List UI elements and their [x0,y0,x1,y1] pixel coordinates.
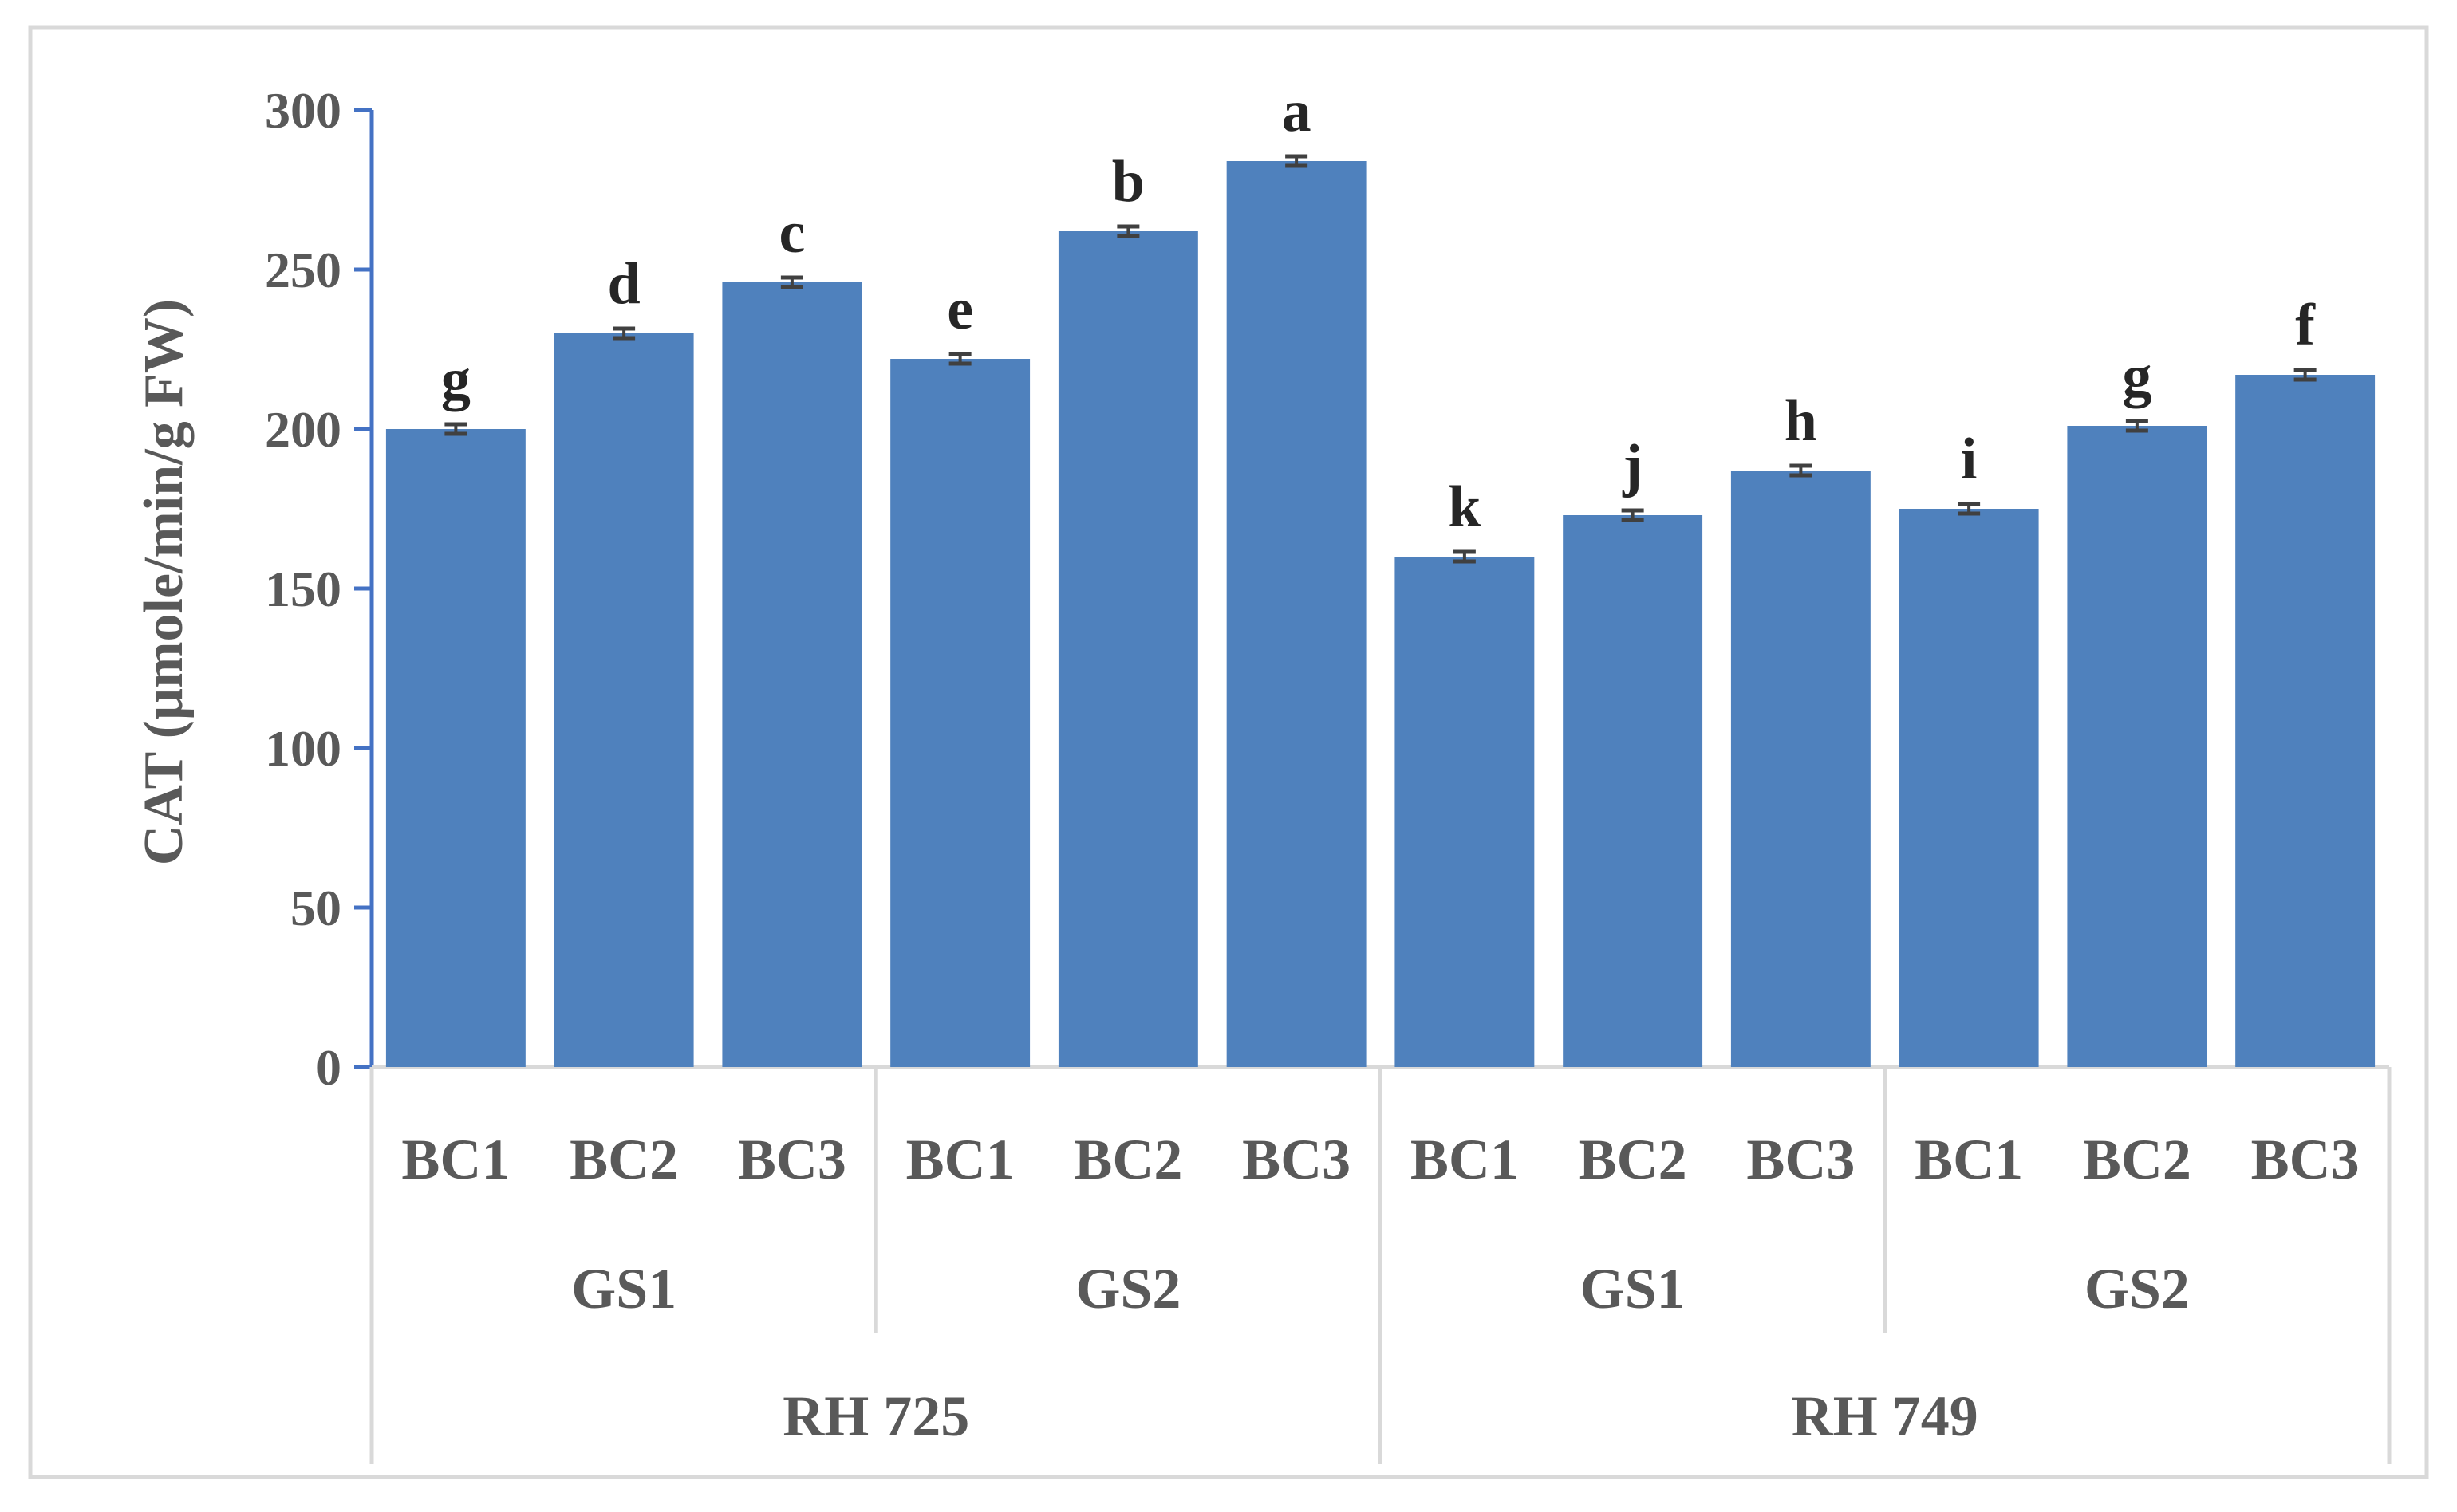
bar [722,282,862,1067]
bar [890,359,1031,1067]
significance-label: h [1785,388,1817,454]
significance-label: f [2295,293,2316,358]
y-tick-label: 150 [265,561,341,617]
significance-label: g [2122,344,2151,409]
y-tick-label: 200 [265,401,341,458]
significance-label: k [1448,474,1481,540]
bar [1730,471,1871,1067]
group-label-level1: GS1 [1580,1257,1686,1321]
bar [554,333,694,1067]
bar [2067,426,2207,1067]
y-tick-label: 250 [265,242,341,298]
x-tick-label: BC3 [738,1128,846,1191]
y-tick-label: 50 [290,880,341,936]
x-tick-label: BC1 [1915,1128,2023,1191]
group-label-level1: GS2 [2084,1257,2190,1321]
group-label-level1: GS2 [1075,1257,1181,1321]
bar [1058,231,1198,1067]
y-tick-label: 300 [265,82,341,139]
bar [2235,375,2376,1067]
significance-label: a [1282,79,1311,144]
bar [1899,509,2039,1067]
significance-label: d [608,251,641,317]
significance-label: i [1961,427,1978,492]
bar [1563,515,1703,1067]
group-label-level2: RH 725 [783,1384,969,1448]
x-tick-label: BC2 [1074,1128,1182,1191]
bar [1226,161,1367,1067]
y-tick-label: 100 [265,720,341,777]
x-tick-label: BC3 [1746,1128,1855,1191]
y-tick-label: 0 [316,1039,341,1096]
x-tick-label: BC2 [2083,1128,2191,1191]
x-tick-label: BC1 [401,1128,510,1191]
x-tick-label: BC2 [1579,1128,1687,1191]
group-label-level2: RH 749 [1792,1384,1978,1448]
x-tick-label: BC1 [1410,1128,1519,1191]
significance-label: e [947,277,973,342]
significance-label: b [1112,149,1145,215]
x-tick-label: BC3 [2251,1128,2360,1191]
bar [1394,557,1535,1067]
plot-area: 0 50 100 150 200 250 300 g BC1 d BC2 c BC3 e BC1 b BC2 a B… [265,79,2392,1464]
bar [385,429,526,1067]
x-tick-label: BC2 [570,1128,678,1191]
y-axis-title: CAT (µmole/min/g FW) [133,299,195,865]
significance-label: g [441,347,471,412]
x-tick-label: BC3 [1242,1128,1351,1191]
significance-label: j [1622,433,1643,498]
x-tick-label: BC1 [906,1128,1015,1191]
significance-label: c [779,200,805,266]
group-label-level1: GS1 [571,1257,676,1321]
